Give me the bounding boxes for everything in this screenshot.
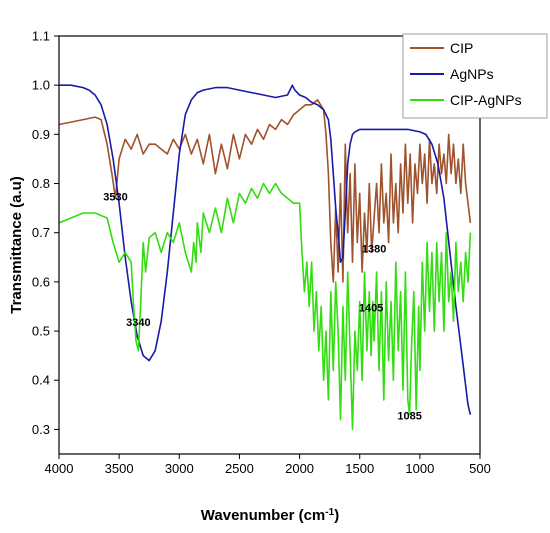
x-tick-label: 3500 xyxy=(105,461,134,476)
y-axis-title: Transmittance (a.u) xyxy=(8,176,25,314)
x-tick-label: 2000 xyxy=(285,461,314,476)
peak-annotation: 3340 xyxy=(126,317,150,329)
legend-label-agnps: AgNPs xyxy=(450,66,494,82)
x-tick-label: 500 xyxy=(469,461,491,476)
x-tick-label: 2500 xyxy=(225,461,254,476)
x-tick-label: 1500 xyxy=(345,461,374,476)
y-tick-label: 0.4 xyxy=(32,373,50,388)
y-tick-label: 0.8 xyxy=(32,176,50,191)
peak-annotation: 1085 xyxy=(397,411,421,423)
peak-annotation: 1380 xyxy=(362,243,386,255)
legend-label-cip: CIP xyxy=(450,40,473,56)
y-tick-label: 1.0 xyxy=(32,78,50,93)
x-tick-label: 4000 xyxy=(45,461,74,476)
peak-annotation: 1405 xyxy=(359,302,383,314)
y-tick-label: 0.3 xyxy=(32,422,50,437)
legend: CIP AgNPs CIP-AgNPs xyxy=(402,33,548,119)
plot-frame xyxy=(58,35,481,455)
y-tick-label: 1.1 xyxy=(32,29,50,44)
y-tick-label: 0.9 xyxy=(32,127,50,142)
y-tick-label: 0.5 xyxy=(32,324,50,339)
series-line-cip-agnps xyxy=(58,182,472,431)
x-tick-label: 3000 xyxy=(165,461,194,476)
peak-annotation: 3530 xyxy=(103,192,127,204)
y-tick-label: 0.6 xyxy=(32,274,50,289)
y-tick-label: 0.7 xyxy=(32,225,50,240)
series-line-agnps xyxy=(59,84,472,415)
x-tick-label: 1000 xyxy=(405,461,434,476)
x-axis-title: Wavenumber (cm-1) xyxy=(201,507,339,525)
legend-label-cip-agnps: CIP-AgNPs xyxy=(450,92,522,108)
